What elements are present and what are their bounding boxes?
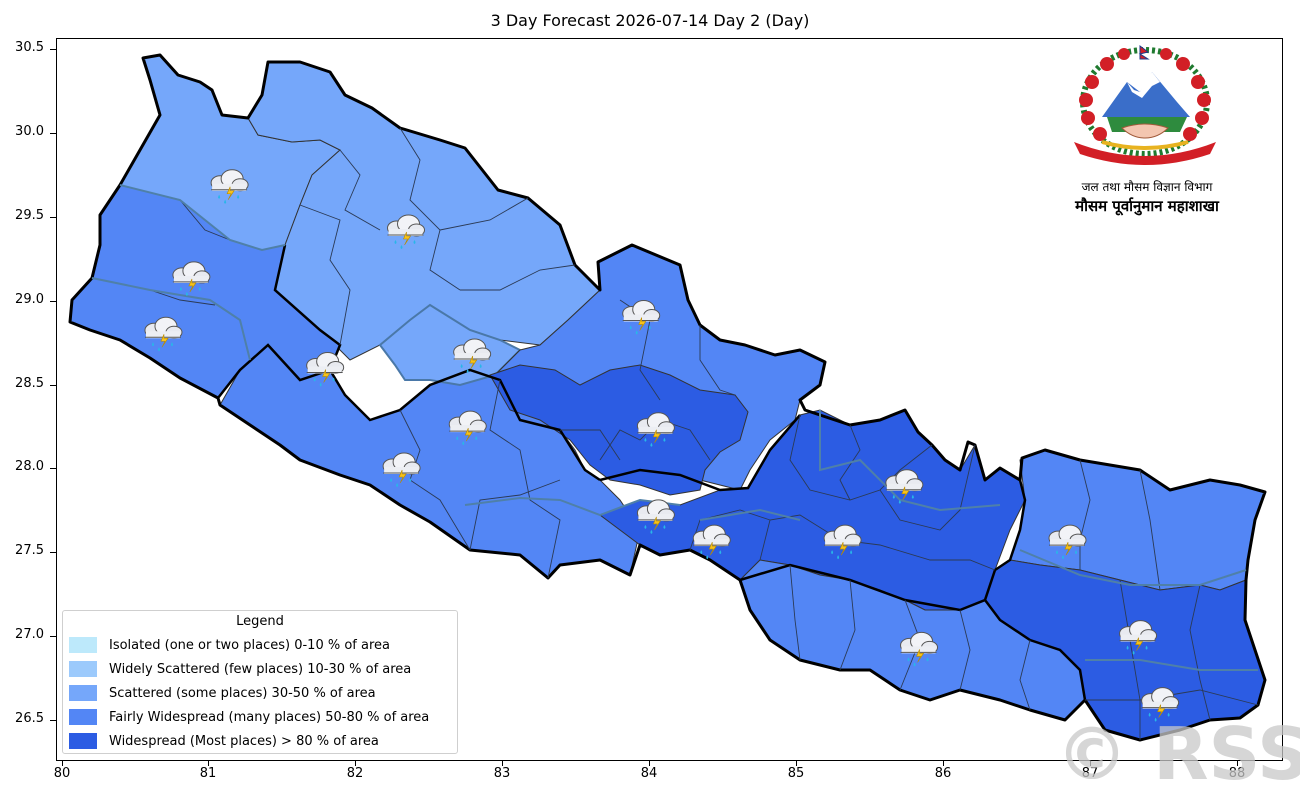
y-tick-label: 30.5 (15, 40, 44, 55)
legend-title: Legend (236, 614, 284, 629)
thunderstorm-rain-icon (636, 412, 675, 447)
y-tick-mark (50, 385, 56, 386)
x-tick-mark (1090, 761, 1091, 766)
y-tick-label: 26.5 (15, 711, 44, 726)
legend-label: Widely Scattered (few places) 10-30 % of… (109, 661, 412, 677)
legend-item: Fairly Widespread (many places) 50-80 % … (69, 708, 429, 726)
country-border (68, 53, 1267, 742)
government-emblem-icon (1074, 45, 1216, 165)
x-tick-label: 82 (346, 766, 364, 781)
thunderstorm-rain-icon (387, 214, 426, 250)
x-tick-label: 84 (640, 766, 658, 781)
province-border (328, 368, 601, 482)
legend-swatch (69, 637, 97, 653)
legend-swatch (69, 685, 97, 701)
y-tick-mark (50, 217, 56, 218)
thunderstorm-rain-icon (210, 169, 249, 204)
x-tick-mark (649, 761, 650, 766)
x-tick-label: 88 (1228, 766, 1246, 781)
weather-icons (144, 169, 1180, 722)
legend-item: Widespread (Most places) > 80 % of area (69, 732, 379, 750)
y-tick-mark (50, 636, 56, 637)
y-tick-label: 28.0 (15, 459, 44, 474)
x-tick-mark (502, 761, 503, 766)
province-border (599, 414, 801, 492)
x-tick-mark (943, 761, 944, 766)
thunderstorm-rain-icon (692, 524, 731, 560)
thunderstorm-rain-icon (448, 410, 487, 446)
thunderstorm-rain-icon (382, 452, 421, 487)
thunderstorm-rain-icon (144, 316, 183, 352)
y-tick-label: 27.0 (15, 627, 44, 642)
thunderstorm-rain-icon (1119, 620, 1158, 655)
y-tick-label: 30.0 (15, 124, 44, 139)
y-tick-mark (50, 133, 56, 134)
thunderstorm-rain-icon (636, 499, 675, 534)
y-tick-label: 29.5 (15, 208, 44, 223)
department-name: जल तथा मौसम विज्ञान विभाग (1081, 180, 1213, 194)
legend: Legend Isolated (one or two places) 0-10… (62, 610, 458, 754)
legend-swatch (69, 661, 97, 677)
province-border (984, 599, 1087, 701)
district-borders (149, 127, 1259, 740)
x-tick-label: 80 (53, 766, 71, 781)
division-name: मौसम पूर्वानुमान महाशाखा (1075, 197, 1219, 215)
y-tick-mark (50, 468, 56, 469)
nepal-map (68, 53, 1267, 742)
y-tick-mark (50, 301, 56, 302)
legend-item: Isolated (one or two places) 0-10 % of a… (69, 636, 390, 654)
x-tick-mark (208, 761, 209, 766)
thunderstorm-rain-icon (900, 631, 939, 667)
map-title: 3 Day Forecast 2026-07-14 Day 2 (Day) (490, 11, 810, 30)
x-tick-label: 83 (493, 766, 511, 781)
legend-label: Scattered (some places) 30-50 % of area (109, 685, 376, 701)
legend-item: Scattered (some places) 30-50 % of area (69, 684, 376, 702)
legend-swatch (69, 709, 97, 725)
legend-label: Fairly Widespread (many places) 50-80 % … (109, 709, 430, 725)
y-tick-mark (50, 552, 56, 553)
region-gandaki-central (489, 364, 749, 496)
x-tick-mark (355, 761, 356, 766)
x-tick-mark (1237, 761, 1238, 766)
y-tick-mark (50, 720, 56, 721)
thunderstorm-rain-icon (1048, 524, 1087, 560)
y-tick-label: 29.0 (15, 292, 44, 307)
watermark: © RSS (1056, 712, 1300, 796)
zone-borders (91, 184, 1258, 671)
x-tick-label: 85 (787, 766, 805, 781)
thunderstorm-rain-icon (306, 351, 345, 387)
thunderstorm-rain-icon (622, 299, 661, 335)
y-tick-label: 28.5 (15, 376, 44, 391)
y-tick-mark (50, 49, 56, 50)
y-tick-label: 27.5 (15, 543, 44, 558)
x-tick-mark (62, 761, 63, 766)
thunderstorm-rain-icon (172, 261, 211, 296)
x-tick-label: 87 (1081, 766, 1099, 781)
legend-item: Widely Scattered (few places) 10-30 % of… (69, 660, 411, 678)
x-tick-label: 81 (199, 766, 217, 781)
thunderstorm-rain-icon (823, 524, 862, 560)
thunderstorm-rain-icon (1141, 687, 1180, 722)
legend-label: Isolated (one or two places) 0-10 % of a… (109, 637, 390, 653)
legend-label: Widespread (Most places) > 80 % of area (109, 733, 379, 749)
legend-swatch (69, 733, 97, 749)
thunderstorm-rain-icon (885, 469, 924, 504)
x-tick-mark (796, 761, 797, 766)
region-fills (69, 54, 1266, 741)
x-tick-label: 86 (934, 766, 952, 781)
thunderstorm-rain-icon (453, 338, 492, 374)
